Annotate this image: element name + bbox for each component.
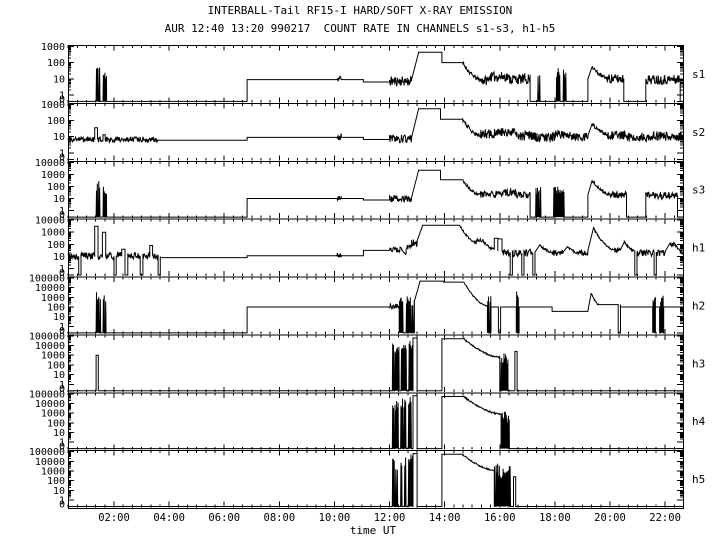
y-tick-label: 100	[47, 476, 65, 487]
y-tick-label: 1000	[41, 228, 65, 239]
y-tick-label: 10000	[35, 216, 65, 227]
y-tick-label: 10	[53, 486, 65, 497]
chart-subtitle: AUR 12:40 13:20 990217 COUNT RATE IN CHA…	[164, 22, 556, 35]
y-tick-label: 0	[59, 152, 65, 163]
x-tick-label: 22:00	[649, 512, 681, 524]
x-tick-label: 12:00	[374, 512, 406, 524]
panel-label-h5: h5	[692, 473, 705, 486]
y-tick-label: 10000	[35, 457, 65, 468]
trace-h3	[68, 336, 683, 392]
x-tick-label: 10:00	[319, 512, 351, 524]
y-tick-label: 10000	[35, 399, 65, 410]
y-tick-label: 100000	[29, 331, 65, 342]
y-tick-label: 100	[47, 58, 65, 69]
x-tick-label: 14:00	[429, 512, 461, 524]
y-tick-label: 1	[59, 438, 65, 449]
y-tick-label: 1	[59, 322, 65, 333]
y-tick-label: 0	[59, 94, 65, 105]
y-tick-label: 0	[59, 442, 65, 453]
y-tick-label: 1	[59, 206, 65, 217]
y-tick-label: 100	[47, 360, 65, 371]
panel-box-h5	[68, 450, 684, 509]
panel-box-s2	[68, 102, 684, 162]
x-tick-label: 08:00	[264, 512, 296, 524]
y-tick-label: 100	[47, 116, 65, 127]
y-tick-label: 100	[47, 182, 65, 193]
y-tick-label: 0	[59, 268, 65, 279]
y-tick-label: 100000	[29, 447, 65, 458]
y-tick-label: 1000	[41, 170, 65, 181]
y-tick-label: 1000	[41, 42, 65, 53]
y-tick-label: 10	[53, 132, 65, 143]
y-tick-label: 10	[53, 252, 65, 263]
y-tick-label: 0	[59, 384, 65, 395]
y-tick-label: 1000	[41, 100, 65, 111]
y-tick-label: 10000	[35, 158, 65, 169]
panel-box-s3	[68, 160, 684, 220]
panel-label-h3: h3	[692, 357, 705, 370]
panel-label-s2: s2	[692, 126, 705, 139]
y-tick-label: 10	[53, 428, 65, 439]
x-tick-label: 20:00	[594, 512, 626, 524]
y-tick-label: 100	[47, 303, 65, 314]
panel-label-s1: s1	[692, 68, 705, 81]
panel-label-s3: s3	[692, 184, 705, 197]
y-tick-label: 10000	[35, 341, 65, 352]
y-tick-label: 1	[59, 148, 65, 159]
y-tick-label: 100000	[29, 389, 65, 400]
x-tick-label: 02:00	[98, 512, 130, 524]
y-tick-label: 1000	[41, 466, 65, 477]
x-axis-label: time UT	[349, 524, 397, 537]
panel-box-s1	[68, 45, 684, 104]
x-tick-label: 16:00	[484, 512, 516, 524]
y-tick-label: 1	[59, 496, 65, 507]
y-tick-label: 0	[59, 210, 65, 221]
y-tick-label: 1	[59, 264, 65, 275]
trace-s1	[68, 51, 683, 102]
y-tick-label: 1000	[41, 293, 65, 304]
y-tick-label: 0	[59, 500, 65, 511]
chart-title: INTERBALL-Tail RF15-I HARD/SOFT X-RAY EM…	[207, 4, 513, 17]
panel-box-h2	[68, 276, 684, 336]
y-tick-label: 1	[59, 90, 65, 101]
x-tick-label: 18:00	[539, 512, 571, 524]
panel-box-h3	[68, 334, 684, 394]
y-tick-label: 10	[53, 194, 65, 205]
y-tick-label: 10	[53, 370, 65, 381]
y-tick-label: 100000	[29, 274, 65, 285]
y-tick-label: 0	[59, 326, 65, 337]
y-tick-label: 10	[53, 74, 65, 85]
y-tick-label: 10000	[35, 283, 65, 294]
x-tick-label: 06:00	[208, 512, 240, 524]
y-tick-label: 1	[59, 380, 65, 391]
trace-h2	[68, 280, 683, 334]
trace-s2	[67, 108, 684, 145]
panel-label-h2: h2	[692, 299, 705, 312]
trace-h5	[68, 453, 683, 507]
x-tick-label: 04:00	[153, 512, 185, 524]
trace-h1	[67, 224, 684, 276]
panel-box-h4	[68, 392, 684, 452]
y-tick-label: 100	[47, 240, 65, 251]
trace-h4	[68, 395, 683, 450]
trace-s3	[68, 169, 683, 218]
y-tick-label: 1000	[41, 351, 65, 362]
panel-label-h1: h1	[692, 242, 705, 255]
y-tick-label: 10	[53, 312, 65, 323]
y-tick-label: 1000	[41, 409, 65, 420]
panel-label-h4: h4	[692, 415, 706, 428]
y-tick-label: 100	[47, 418, 65, 429]
